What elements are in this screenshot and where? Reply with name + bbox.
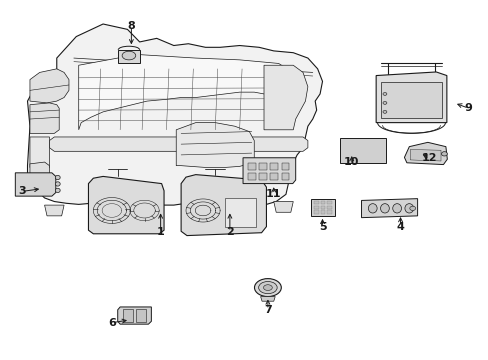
Polygon shape — [30, 137, 49, 170]
Text: 3: 3 — [18, 186, 25, 197]
Polygon shape — [310, 199, 334, 216]
Ellipse shape — [55, 175, 60, 180]
Polygon shape — [339, 138, 385, 163]
Circle shape — [382, 111, 386, 113]
Polygon shape — [79, 54, 293, 130]
Circle shape — [382, 93, 386, 95]
Polygon shape — [313, 211, 318, 214]
Polygon shape — [118, 50, 140, 63]
Polygon shape — [88, 206, 108, 217]
Circle shape — [441, 152, 447, 156]
Polygon shape — [320, 201, 325, 204]
Polygon shape — [49, 137, 307, 151]
Polygon shape — [313, 201, 318, 204]
Polygon shape — [320, 211, 325, 214]
Polygon shape — [123, 310, 133, 321]
Polygon shape — [264, 65, 307, 130]
Polygon shape — [243, 158, 295, 184]
Polygon shape — [247, 173, 255, 180]
Circle shape — [409, 206, 415, 211]
Ellipse shape — [392, 204, 401, 213]
Circle shape — [382, 102, 386, 104]
Ellipse shape — [404, 204, 413, 213]
Text: 6: 6 — [108, 318, 116, 328]
Polygon shape — [409, 149, 440, 161]
Polygon shape — [15, 173, 56, 196]
Polygon shape — [313, 206, 318, 209]
Polygon shape — [185, 206, 205, 217]
Ellipse shape — [122, 51, 136, 60]
Polygon shape — [234, 205, 254, 216]
Polygon shape — [320, 206, 325, 209]
Polygon shape — [380, 82, 441, 118]
Polygon shape — [270, 163, 278, 170]
Polygon shape — [361, 199, 417, 218]
Ellipse shape — [254, 279, 281, 297]
Polygon shape — [273, 202, 293, 212]
Polygon shape — [375, 72, 446, 123]
Polygon shape — [270, 173, 278, 180]
Polygon shape — [118, 307, 151, 324]
Polygon shape — [137, 206, 157, 217]
Polygon shape — [88, 176, 163, 234]
Polygon shape — [327, 201, 331, 204]
Ellipse shape — [258, 282, 277, 294]
Polygon shape — [281, 173, 289, 180]
Polygon shape — [30, 162, 49, 178]
Text: 1: 1 — [157, 227, 164, 237]
Text: 11: 11 — [265, 189, 281, 199]
Ellipse shape — [55, 182, 60, 186]
Polygon shape — [176, 123, 254, 167]
Polygon shape — [327, 206, 331, 209]
Ellipse shape — [380, 204, 388, 213]
Ellipse shape — [367, 204, 376, 213]
Text: 4: 4 — [396, 222, 404, 231]
Polygon shape — [259, 163, 266, 170]
Text: 7: 7 — [264, 305, 271, 315]
Text: 8: 8 — [127, 21, 135, 31]
Text: 5: 5 — [318, 222, 325, 231]
Polygon shape — [136, 310, 145, 321]
Polygon shape — [30, 69, 69, 103]
Text: 9: 9 — [464, 103, 472, 113]
Text: 10: 10 — [344, 157, 359, 167]
Polygon shape — [181, 175, 266, 235]
Polygon shape — [247, 163, 255, 170]
Text: 12: 12 — [421, 153, 437, 163]
Polygon shape — [44, 205, 64, 216]
Text: 2: 2 — [225, 227, 233, 237]
Polygon shape — [27, 24, 322, 206]
Polygon shape — [327, 211, 331, 214]
Ellipse shape — [55, 188, 60, 193]
Polygon shape — [259, 173, 266, 180]
Polygon shape — [404, 142, 447, 165]
Bar — [225, 198, 255, 226]
Ellipse shape — [263, 285, 272, 291]
Polygon shape — [281, 163, 289, 170]
Polygon shape — [260, 297, 275, 301]
Polygon shape — [30, 103, 59, 134]
